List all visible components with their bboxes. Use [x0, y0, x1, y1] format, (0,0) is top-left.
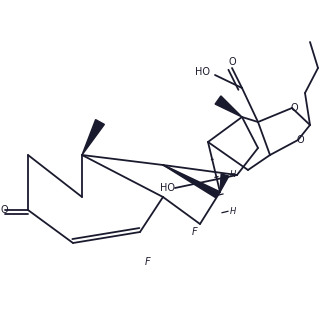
Text: HO: HO: [160, 183, 175, 193]
Text: O: O: [0, 205, 8, 215]
Text: F: F: [145, 257, 151, 267]
Text: H: H: [230, 170, 236, 179]
Polygon shape: [220, 174, 229, 192]
Text: HO: HO: [195, 67, 211, 77]
Text: O: O: [290, 103, 298, 113]
Polygon shape: [215, 96, 242, 117]
Text: O: O: [296, 135, 304, 145]
Polygon shape: [163, 165, 218, 198]
Text: F: F: [192, 227, 198, 237]
Text: O: O: [228, 57, 236, 67]
Text: H: H: [230, 207, 236, 216]
Polygon shape: [82, 120, 104, 155]
